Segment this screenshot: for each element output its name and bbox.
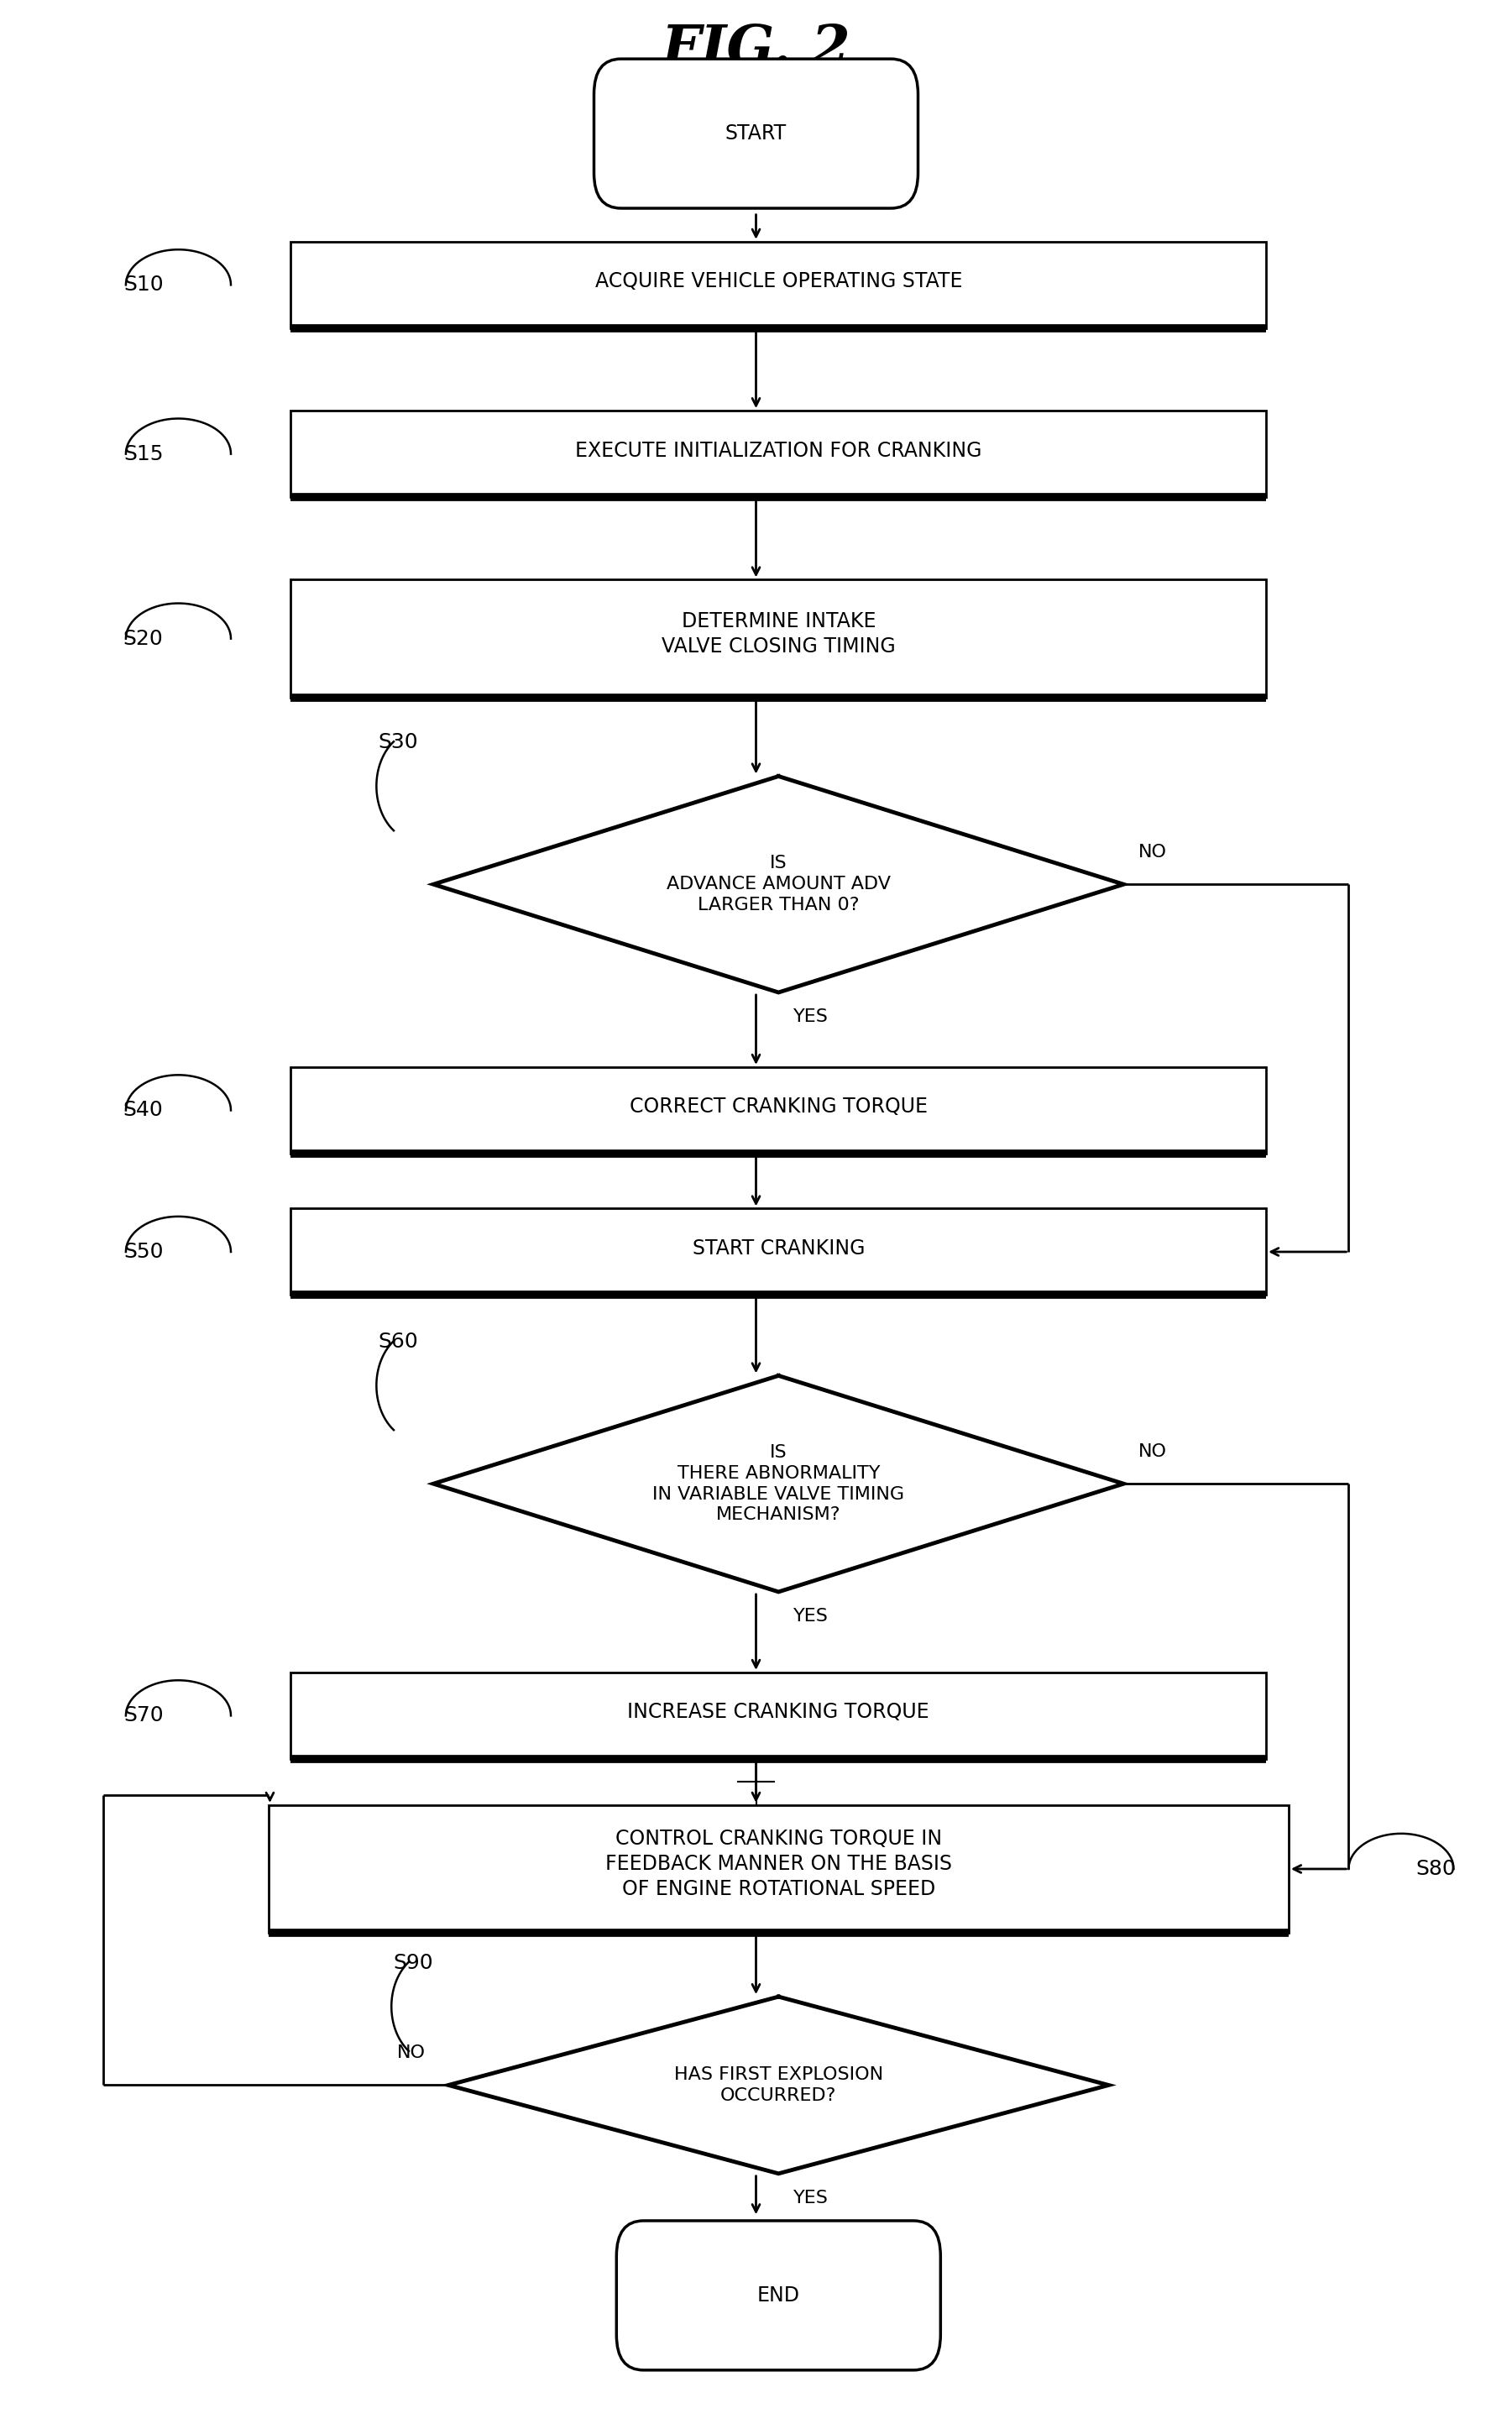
Text: CONTROL CRANKING TORQUE IN
FEEDBACK MANNER ON THE BASIS
OF ENGINE ROTATIONAL SPE: CONTROL CRANKING TORQUE IN FEEDBACK MANN… <box>605 1829 953 1899</box>
Text: YES: YES <box>794 2189 829 2206</box>
Text: NO: NO <box>1139 1443 1167 1460</box>
Text: IS
ADVANCE AMOUNT ADV
LARGER THAN 0?: IS ADVANCE AMOUNT ADV LARGER THAN 0? <box>667 855 891 913</box>
Text: END: END <box>758 2286 800 2305</box>
Text: EXECUTE INITIALIZATION FOR CRANKING: EXECUTE INITIALIZATION FOR CRANKING <box>575 440 981 462</box>
Text: IS
THERE ABNORMALITY
IN VARIABLE VALVE TIMING
MECHANISM?: IS THERE ABNORMALITY IN VARIABLE VALVE T… <box>653 1445 904 1523</box>
Text: DETERMINE INTAKE
VALVE CLOSING TIMING: DETERMINE INTAKE VALVE CLOSING TIMING <box>661 612 895 656</box>
Text: NO: NO <box>398 2045 426 2062</box>
Text: S20: S20 <box>124 629 163 649</box>
Text: S90: S90 <box>393 1953 434 1972</box>
Text: START CRANKING: START CRANKING <box>692 1239 865 1258</box>
FancyBboxPatch shape <box>617 2220 940 2371</box>
Bar <box>290 1674 1266 1759</box>
Text: HAS FIRST EXPLOSION
OCCURRED?: HAS FIRST EXPLOSION OCCURRED? <box>674 2067 883 2104</box>
Polygon shape <box>434 777 1123 993</box>
Text: YES: YES <box>794 1608 829 1625</box>
Bar <box>290 1210 1266 1295</box>
Text: YES: YES <box>794 1008 829 1025</box>
Text: CORRECT CRANKING TORQUE: CORRECT CRANKING TORQUE <box>629 1098 927 1117</box>
Bar <box>290 1066 1266 1154</box>
Text: ACQUIRE VEHICLE OPERATING STATE: ACQUIRE VEHICLE OPERATING STATE <box>594 272 962 291</box>
Text: START: START <box>726 124 786 143</box>
Text: S70: S70 <box>124 1705 163 1725</box>
Text: INCREASE CRANKING TORQUE: INCREASE CRANKING TORQUE <box>627 1703 930 1722</box>
Text: S40: S40 <box>124 1100 163 1120</box>
Bar <box>290 240 1266 328</box>
Text: FIG. 2: FIG. 2 <box>661 22 851 78</box>
Text: S10: S10 <box>124 274 163 294</box>
Text: S30: S30 <box>378 734 419 753</box>
Polygon shape <box>449 1997 1108 2174</box>
Bar <box>269 1805 1288 1933</box>
Text: S60: S60 <box>378 1331 419 1353</box>
Text: S50: S50 <box>124 1241 163 1263</box>
Bar <box>290 411 1266 498</box>
Text: S15: S15 <box>124 445 163 464</box>
Bar <box>290 581 1266 697</box>
Text: NO: NO <box>1139 843 1167 860</box>
Text: S80: S80 <box>1417 1858 1456 1880</box>
Polygon shape <box>434 1375 1123 1591</box>
FancyBboxPatch shape <box>594 58 918 209</box>
